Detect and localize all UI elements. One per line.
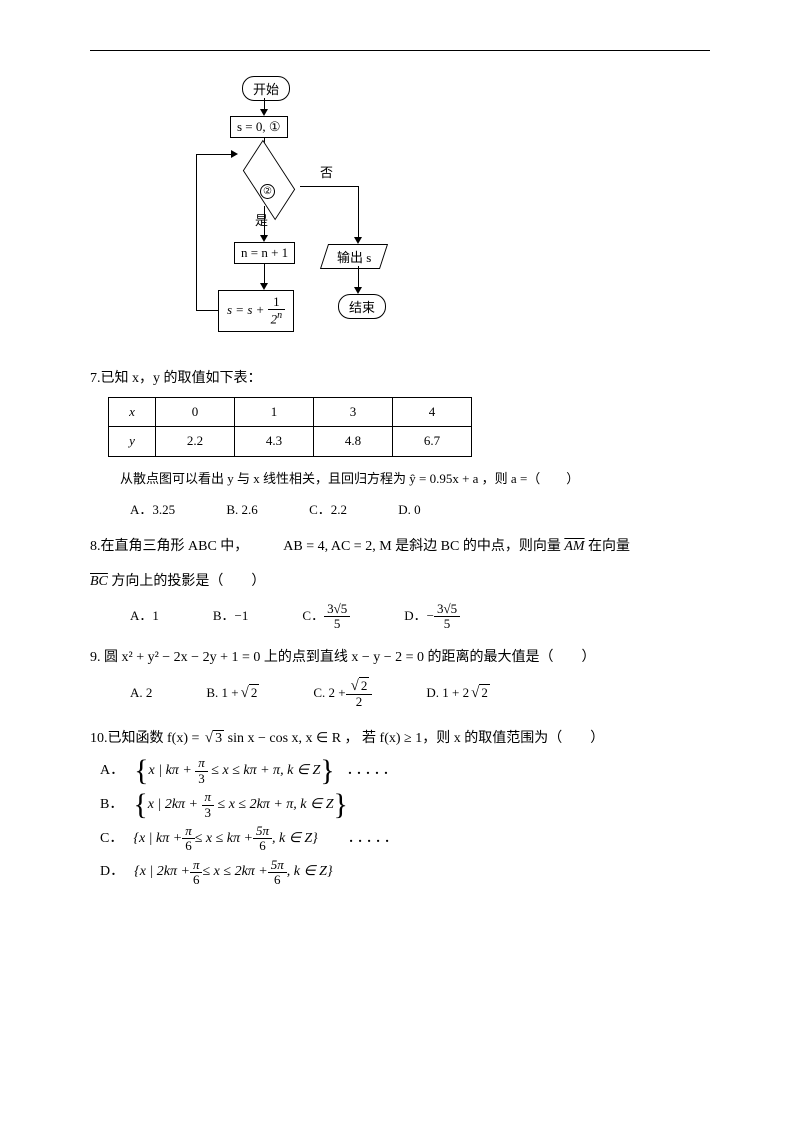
q7-table: x 0 1 3 4 y 2.2 4.3 4.8 6.7 (108, 397, 472, 457)
fc-formula: s = s + 1 2n (218, 290, 294, 332)
arrow-down-icon (354, 237, 362, 244)
arrow-down-icon (354, 287, 362, 294)
fc-step: n = n + 1 (234, 242, 295, 264)
opt-c: C． 3√55 (302, 602, 350, 632)
table-cell: 3 (314, 397, 393, 427)
table-cell: 2.2 (156, 427, 235, 457)
q8-text3: 方向上的投影是（ ） (111, 574, 265, 589)
opt-c: C. 2 + 22 (313, 678, 372, 710)
fc-line (358, 266, 359, 288)
q10-text2: sin x − cos x, x ∈ R ， 若 f(x) ≥ 1，则 x 的取… (224, 731, 604, 746)
opt-d: D．− 3√55 (404, 602, 460, 632)
opt-d: D． {x | 2kπ + π6 ≤ x ≤ 2kπ + 5π6, k ∈ Z} (100, 858, 710, 888)
arrow-down-icon (260, 109, 268, 116)
table-header-y: y (109, 427, 156, 457)
fc-output: 输出 s (320, 244, 388, 269)
formula-left: s = s + (227, 302, 268, 317)
table-cell: 0 (156, 397, 235, 427)
fc-decision (243, 140, 295, 221)
fc-line (358, 186, 359, 238)
fc-line (196, 154, 232, 155)
opt-d: D. 0 (398, 498, 420, 523)
arrow-down-icon (260, 235, 268, 242)
fc-line (264, 206, 265, 236)
fc-init: s = 0, ① (230, 116, 288, 138)
fc-line (196, 310, 218, 311)
table-cell: 6.7 (393, 427, 472, 457)
fc-init-text: s = 0, ① (237, 119, 281, 134)
dots: ．．．．． (348, 826, 400, 853)
question-9: 9. 圆 x² + y² − 2x − 2y + 1 = 0 上的点到直线 x … (90, 645, 710, 709)
table-header-x: x (109, 397, 156, 427)
top-rule (90, 50, 710, 51)
table-cell: 1 (235, 397, 314, 427)
table-cell: 4.8 (314, 427, 393, 457)
opt-a: A．3.25 (130, 498, 175, 523)
fc-line (264, 264, 265, 284)
opt-c: C． {x | kπ + π6 ≤ x ≤ kπ + 5π6, k ∈ Z} ．… (100, 824, 710, 854)
fc-decision-label: ② (260, 182, 275, 199)
q7-options: A．3.25 B. 2.6 C．2.2 D. 0 (130, 498, 710, 523)
table-cell: 4.3 (235, 427, 314, 457)
q8-text2: 在向量 (588, 539, 630, 554)
opt-b: B．−1 (213, 604, 249, 629)
q9-text: 9. 圆 x² + y² − 2x − 2y + 1 = 0 上的点到直线 x … (90, 645, 710, 672)
fc-no-label: 否 (320, 162, 333, 181)
opt-b: B. 2.6 (226, 498, 257, 523)
fc-start: 开始 (242, 76, 290, 101)
opt-a: A. 2 (130, 681, 152, 706)
fc-yes-label: 是 (255, 210, 268, 229)
q7-line2: 从散点图可以看出 y 与 x 线性相关，且回归方程为 ŷ = 0.95x + a… (120, 467, 710, 492)
q7-text: 7.已知 x，y 的取值如下表： (90, 366, 710, 393)
q8-text1: 8.在直角三角形 ABC 中， AB = 4, AC = 2, M 是斜边 BC… (90, 539, 564, 554)
dots: ．．．．． (347, 758, 399, 785)
formula-frac: 1 2n (268, 295, 286, 327)
page: 开始 s = 0, ① ② 是 否 n = n + 1 输出 s s = s +… (0, 0, 800, 1132)
opt-d: D. 1 + 22 (426, 679, 489, 708)
q10-text1: 10.已知函数 f(x) = (90, 731, 203, 746)
opt-c: C．2.2 (309, 498, 347, 523)
opt-b: B． { x | 2kπ + π3 ≤ x ≤ 2kπ + π, k ∈ Z } (100, 790, 710, 820)
fc-line (196, 154, 197, 311)
arrow-down-icon (260, 283, 268, 290)
opt-a: A． { x | kπ + π3 ≤ x ≤ kπ + π, k ∈ Z } ．… (100, 756, 710, 786)
q9-options: A. 2 B. 1 + 2 C. 2 + 22 D. 1 + 22 (130, 678, 710, 710)
opt-a: A．1 (130, 604, 159, 629)
question-8: 8.在直角三角形 ABC 中， AB = 4, AC = 2, M 是斜边 BC… (90, 534, 710, 631)
q8-options: A．1 B．−1 C． 3√55 D．− 3√55 (130, 602, 710, 632)
fc-end: 结束 (338, 294, 386, 319)
arrow-right-icon (231, 150, 238, 158)
opt-b: B. 1 + 2 (206, 679, 259, 708)
vector-bc: BC (90, 574, 108, 589)
fc-line (300, 186, 358, 187)
question-7: 7.已知 x，y 的取值如下表： x 0 1 3 4 y 2.2 4.3 4.8… (90, 366, 710, 522)
table-cell: 4 (393, 397, 472, 427)
flowchart: 开始 s = 0, ① ② 是 否 n = n + 1 输出 s s = s +… (160, 76, 420, 356)
vector-am: AM (564, 539, 584, 554)
question-10: 10.已知函数 f(x) = 3 sin x − cos x, x ∈ R ， … (90, 724, 710, 888)
